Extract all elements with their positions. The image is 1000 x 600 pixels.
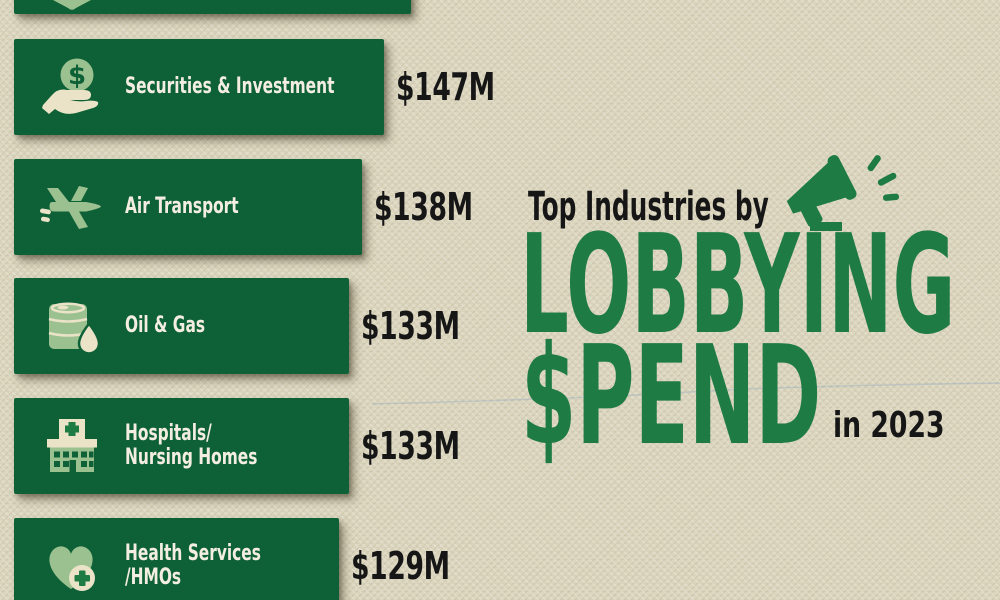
hand-coin-icon: $ xyxy=(42,58,99,114)
airplane-icon xyxy=(40,186,101,229)
bar-value: $147M xyxy=(396,65,495,109)
heart-cross-icon xyxy=(49,546,95,591)
bar-fill: Hospitals/Nursing Homes xyxy=(14,398,349,494)
bar-label-line: /HMOs xyxy=(125,565,182,590)
bar-label-line: Nursing Homes xyxy=(125,445,258,470)
bar-value: $133M xyxy=(361,424,460,468)
bar-row: Hospitals/Nursing Homes $133M xyxy=(14,398,1000,494)
title-main-line1-text: LOBBYING xyxy=(520,206,956,365)
title-pre: Top Industries by xyxy=(528,187,916,227)
bar-fill: Oil & Gas xyxy=(14,278,349,374)
bar-value: $129M xyxy=(351,544,450,588)
bar-label-line: Health Services xyxy=(125,541,261,566)
bar-label: Health Services/HMOs xyxy=(125,542,319,590)
title-pre-text: Top Industries by xyxy=(528,184,769,230)
bar-label-line: Oil & Gas xyxy=(125,313,206,338)
megaphone-icon xyxy=(786,155,900,231)
bar-row: Oil & Gas $133M xyxy=(14,278,1000,374)
bar-row: $ Securities & Investment $147M xyxy=(14,39,1000,135)
title-suffix-text: in 2023 xyxy=(833,405,945,446)
bar-label-line: Hospitals/ xyxy=(125,421,212,446)
oil-barrel-icon xyxy=(48,302,101,355)
title-suffix: in 2023 xyxy=(833,408,984,444)
bar-label: Securities & Investment xyxy=(125,75,424,99)
bar-label-line: Securities & Investment xyxy=(125,74,335,99)
title-main-line1: LOBBYING xyxy=(520,217,1000,354)
shield-tip-icon xyxy=(53,0,91,10)
bar-value: $138M xyxy=(374,185,473,229)
bar-label: Air Transport xyxy=(125,195,287,219)
bar-fill: $ Securities & Investment xyxy=(14,39,384,135)
bar-fill: Health Services/HMOs xyxy=(14,518,339,600)
bar-fill: Air Transport xyxy=(14,159,362,255)
dollar-glyph: $ xyxy=(68,61,86,91)
bar-label: Hospitals/Nursing Homes xyxy=(125,422,314,470)
bar-label: Oil & Gas xyxy=(125,314,239,338)
bar-row: Health Services/HMOs $129M xyxy=(14,518,1000,600)
bar-fill xyxy=(14,0,411,14)
bar-value: $133M xyxy=(361,304,460,348)
title-main-line2: $PEND xyxy=(521,328,1000,465)
bar-label-line: Air Transport xyxy=(125,194,239,219)
hospital-icon xyxy=(47,419,97,472)
bar-row: Air Transport $138M xyxy=(14,159,1000,255)
bar-row-truncated xyxy=(14,0,1000,14)
title-main-line2-text: $PEND xyxy=(521,317,822,476)
